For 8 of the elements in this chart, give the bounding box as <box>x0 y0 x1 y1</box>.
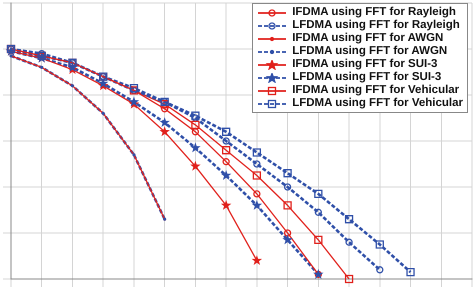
legend-label: LFDMA using FFT for Rayleigh <box>292 19 460 32</box>
legend-label: LFDMA using FFT for AWGN <box>292 45 448 58</box>
legend-label: IFDMA using FFT for Rayleigh <box>292 6 456 19</box>
legend-label: IFDMA using FFT for Vehicular <box>292 84 460 97</box>
legend-label: IFDMA using FFT for AWGN <box>292 32 444 45</box>
legend-label: IFDMA using FFT for SUI-3 <box>292 58 438 71</box>
legend-label: LFDMA using FFT for Vehicular <box>292 97 463 110</box>
legend-label: LFDMA using FFT for SUI-3 <box>292 71 442 84</box>
